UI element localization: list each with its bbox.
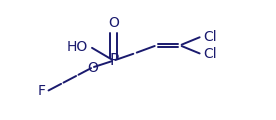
Text: Cl: Cl bbox=[203, 30, 217, 44]
Text: O: O bbox=[87, 60, 98, 75]
Text: P: P bbox=[109, 53, 118, 68]
Text: F: F bbox=[37, 84, 45, 98]
Text: HO: HO bbox=[67, 40, 88, 54]
Text: Cl: Cl bbox=[203, 47, 217, 61]
Text: O: O bbox=[108, 16, 119, 30]
